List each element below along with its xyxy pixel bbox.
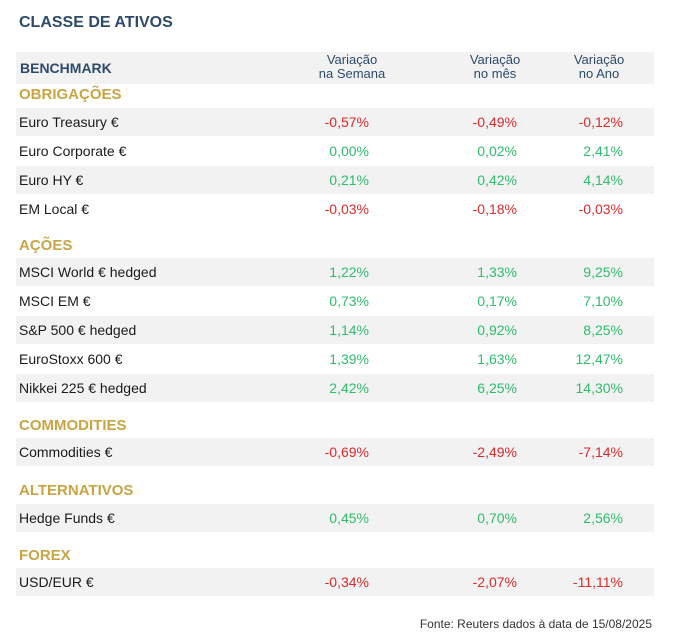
source-note: Fonte: Reuters dados à data de 15/08/202… <box>419 617 652 631</box>
row-month-value: 6,25% <box>477 380 517 396</box>
row-month-value: 0,17% <box>477 293 517 309</box>
row-year-value: 4,14% <box>583 172 623 188</box>
table-row: Euro HY € 0,21% 0,42% 4,14% <box>16 166 654 194</box>
row-week-value: -0,03% <box>324 201 369 217</box>
row-name: MSCI World € hedged <box>19 264 157 280</box>
table-row: S&P 500 € hedged 1,14% 0,92% 8,25% <box>16 316 654 344</box>
row-year-value: -7,14% <box>578 444 623 460</box>
row-week-value: 0,21% <box>329 172 369 188</box>
table-row: Commodities € -0,69% -2,49% -7,14% <box>16 438 654 466</box>
row-month-value: 0,92% <box>477 322 517 338</box>
row-week-value: 0,45% <box>329 510 369 526</box>
row-name: EM Local € <box>19 201 90 217</box>
header-month: Variação no mês <box>469 52 521 81</box>
row-name: Euro Corporate € <box>19 143 127 159</box>
header-year: Variação no Ano <box>573 52 625 81</box>
row-month-value: 1,33% <box>477 264 517 280</box>
row-month-value: -0,49% <box>472 114 517 130</box>
table-row: Euro Corporate € 0,00% 0,02% 2,41% <box>16 137 654 165</box>
row-month-value: 0,70% <box>477 510 517 526</box>
row-year-value: 12,47% <box>575 351 623 367</box>
header-week: Variação na Semana <box>318 52 386 81</box>
row-month-value: -2,07% <box>472 574 517 590</box>
row-month-value: 1,63% <box>477 351 517 367</box>
row-week-value: 1,39% <box>329 351 369 367</box>
row-week-value: 1,22% <box>329 264 369 280</box>
table-header: BENCHMARK Variação na Semana Variação no… <box>16 52 654 84</box>
row-week-value: -0,57% <box>324 114 369 130</box>
row-month-value: 0,42% <box>477 172 517 188</box>
section-obrigacoes: OBRIGAÇÕES <box>19 86 122 103</box>
table-row: EuroStoxx 600 € 1,39% 1,63% 12,47% <box>16 345 654 373</box>
row-week-value: 0,00% <box>329 143 369 159</box>
section-forex: FOREX <box>19 547 71 564</box>
row-year-value: -0,03% <box>578 201 623 217</box>
table-row: MSCI EM € 0,73% 0,17% 7,10% <box>16 287 654 315</box>
page-title: CLASSE DE ATIVOS <box>19 14 173 31</box>
table-row: Hedge Funds € 0,45% 0,70% 2,56% <box>16 504 654 532</box>
row-week-value: 1,14% <box>329 322 369 338</box>
header-benchmark: BENCHMARK <box>20 60 112 76</box>
row-year-value: -0,12% <box>578 114 623 130</box>
row-week-value: 0,73% <box>329 293 369 309</box>
section-commodities: COMMODITIES <box>19 417 127 434</box>
section-acoes: AÇÕES <box>19 237 73 254</box>
table-row: MSCI World € hedged 1,22% 1,33% 9,25% <box>16 258 654 286</box>
row-name: Euro Treasury € <box>19 114 119 130</box>
row-name: MSCI EM € <box>19 293 91 309</box>
row-year-value: 2,56% <box>583 510 623 526</box>
row-year-value: 2,41% <box>583 143 623 159</box>
row-year-value: -11,11% <box>572 574 623 590</box>
row-name: Nikkei 225 € hedged <box>19 380 147 396</box>
row-year-value: 7,10% <box>583 293 623 309</box>
row-name: Hedge Funds € <box>19 510 115 526</box>
table-row: USD/EUR € -0,34% -2,07% -11,11% <box>16 568 654 596</box>
row-month-value: -2,49% <box>472 444 517 460</box>
row-name: Euro HY € <box>19 172 84 188</box>
row-month-value: -0,18% <box>472 201 517 217</box>
row-year-value: 14,30% <box>575 380 623 396</box>
row-week-value: -0,69% <box>324 444 369 460</box>
row-week-value: -0,34% <box>324 574 369 590</box>
row-name: EuroStoxx 600 € <box>19 351 123 367</box>
row-year-value: 9,25% <box>583 264 623 280</box>
table-row: Nikkei 225 € hedged 2,42% 6,25% 14,30% <box>16 374 654 402</box>
row-week-value: 2,42% <box>329 380 369 396</box>
row-name: USD/EUR € <box>19 574 94 590</box>
table-row: Euro Treasury € -0,57% -0,49% -0,12% <box>16 108 654 136</box>
row-year-value: 8,25% <box>583 322 623 338</box>
row-month-value: 0,02% <box>477 143 517 159</box>
table-row: EM Local € -0,03% -0,18% -0,03% <box>16 195 654 223</box>
row-name: Commodities € <box>19 444 113 460</box>
section-alternativos: ALTERNATIVOS <box>19 482 134 499</box>
row-name: S&P 500 € hedged <box>19 322 137 338</box>
